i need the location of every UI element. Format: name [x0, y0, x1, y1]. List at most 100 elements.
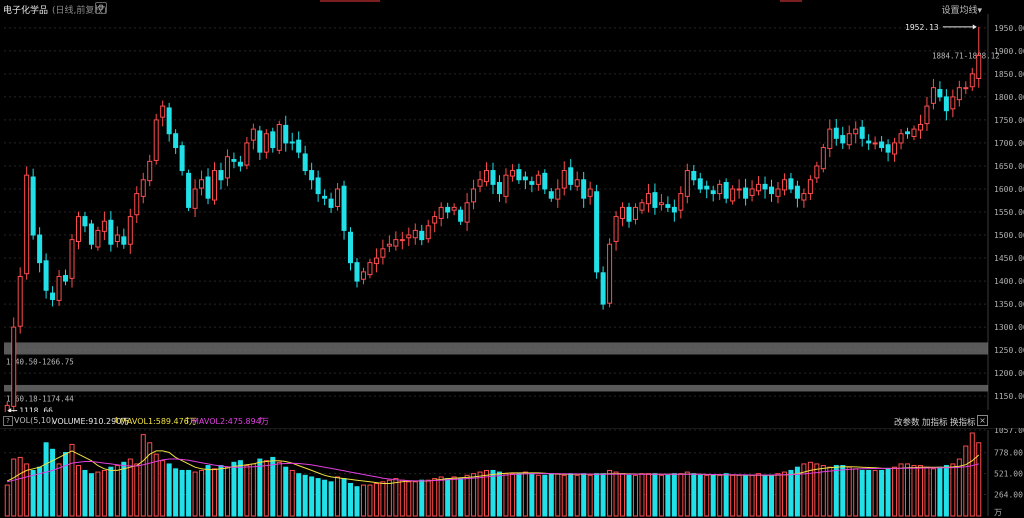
volume-bar-down: [490, 469, 496, 517]
candle-down: [231, 159, 237, 162]
candle-down: [866, 140, 872, 144]
help-icon[interactable]: ?: [3, 416, 13, 426]
candle-down: [270, 131, 276, 149]
volume-bar-up: [11, 458, 17, 517]
candle-down: [652, 192, 658, 208]
volume-bar-up: [380, 481, 386, 517]
candle-up: [658, 202, 664, 206]
price-band: [4, 342, 988, 355]
candle-up: [814, 165, 820, 179]
candle-up: [775, 188, 781, 197]
volume-bar-up: [438, 476, 444, 517]
low-price-arrow-icon: [7, 408, 12, 412]
volume-bar-up: [386, 479, 392, 517]
volume-bar-down: [237, 460, 243, 517]
volume-bar-down: [697, 474, 703, 517]
volume-bar-down: [652, 473, 658, 517]
mavol2-line: [7, 458, 979, 483]
y-tick-label: 1350.00: [994, 300, 1024, 309]
candle-down: [348, 231, 354, 264]
candle-down: [186, 172, 192, 208]
volume-bar-down: [63, 452, 69, 517]
volume-bar-down: [568, 473, 574, 517]
candle-up: [853, 128, 859, 135]
candle-up: [276, 124, 282, 151]
candle-up: [373, 257, 379, 265]
candle-up: [134, 193, 140, 216]
y-tick-label: 1950.00: [994, 24, 1024, 33]
candle-down: [37, 234, 43, 264]
volume-bar-up: [607, 469, 613, 517]
candle-up: [464, 202, 470, 223]
volume-bar-down: [179, 469, 185, 517]
volume-bar-down: [458, 478, 464, 517]
candle-down: [671, 206, 677, 213]
volume-bar-up: [814, 463, 820, 517]
candle-down: [328, 198, 334, 208]
change-params-button[interactable]: 改参数: [894, 418, 920, 428]
ma-setting-button[interactable]: 设置均线▾: [941, 6, 982, 16]
volume-bar-down: [309, 476, 315, 517]
volume-bar-down: [542, 474, 548, 517]
volume-bar-down: [937, 466, 943, 517]
volume-bar-up: [192, 471, 198, 517]
volume-bar-down: [671, 473, 677, 517]
candle-up: [736, 188, 742, 191]
candle-up: [367, 262, 373, 276]
y-tick-label: 1700.00: [994, 139, 1024, 148]
candle-up: [587, 188, 593, 197]
volume-bar-up: [620, 473, 626, 517]
candle-up: [406, 234, 412, 239]
volume-bar-up: [289, 469, 295, 517]
candle-up: [730, 188, 736, 202]
switch-indicator-button[interactable]: 换指标: [950, 418, 976, 428]
volume-bar-up: [147, 442, 153, 517]
mavol1-arrow-icon: ↑: [184, 416, 191, 425]
volume-bar-up: [160, 460, 166, 517]
volume-bar-down: [218, 465, 224, 517]
volume-bar-up: [509, 473, 515, 517]
volume-bar-down: [710, 474, 716, 517]
volume-bar-up: [134, 463, 140, 517]
mavol1-label: MAVOL1:589.476万: [120, 417, 197, 426]
volume-bar-down: [833, 465, 839, 517]
add-indicator-button[interactable]: 加指标: [922, 418, 948, 428]
title-text: 电子化学品: [3, 6, 49, 16]
y-tick-label: 264.00: [994, 491, 1023, 500]
candle-down: [296, 139, 302, 153]
volume-bar-up: [250, 463, 256, 517]
volume-bar-up: [853, 468, 859, 517]
candle-up: [451, 206, 457, 211]
volume-bar-down: [348, 482, 354, 517]
candle-down: [173, 133, 179, 149]
settings-gear-icon[interactable]: ⚙: [95, 2, 107, 14]
candle-down: [354, 262, 360, 282]
candle-down: [179, 145, 185, 172]
volume-bar-up: [730, 474, 736, 517]
volume-bar-down: [768, 474, 775, 517]
candle-down: [166, 107, 172, 135]
candle-up: [393, 239, 399, 247]
volume-bar-down: [121, 461, 127, 517]
volume-bar-up: [224, 466, 230, 517]
volume-bar-up: [684, 471, 690, 517]
candle-down: [121, 236, 127, 245]
close-icon[interactable]: ×: [977, 415, 988, 426]
candle-up: [898, 133, 904, 144]
volume-bar-down: [794, 466, 800, 517]
candle-down: [63, 275, 69, 282]
mavol2-arrow-icon: ↑: [257, 416, 264, 425]
volume-bar-down: [166, 463, 172, 517]
candle-down: [768, 186, 775, 195]
candle-up: [244, 142, 250, 166]
candle-down: [600, 272, 606, 305]
volume-bar-up: [127, 458, 133, 517]
candle-down: [704, 185, 710, 190]
candle-up: [574, 179, 580, 187]
volume-bar-down: [665, 474, 671, 517]
candle-up: [846, 133, 852, 146]
volume-bar-down: [270, 456, 276, 517]
volume-bar-down: [626, 474, 632, 517]
vol-indicator-label: VOL(5,10): [14, 416, 55, 425]
volume-bar-down: [529, 473, 535, 517]
